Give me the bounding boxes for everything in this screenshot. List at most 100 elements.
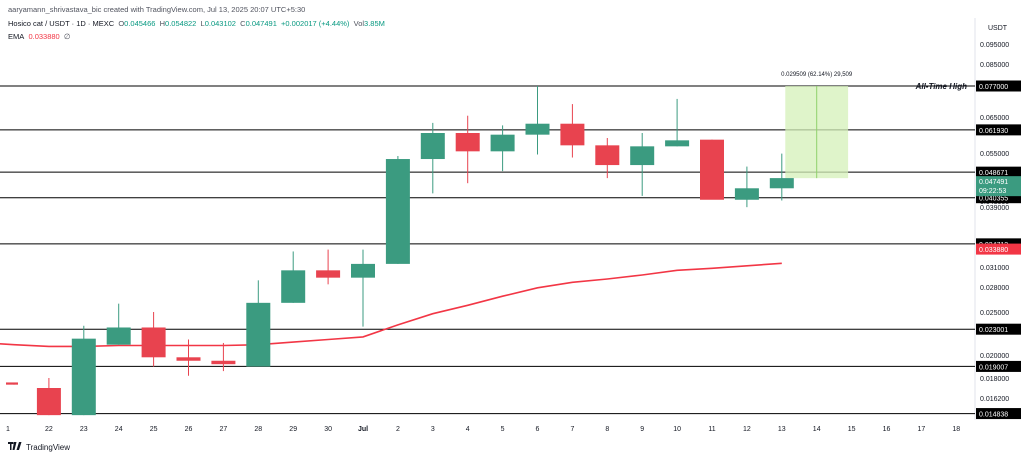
time-tick-label: 6 [536, 426, 540, 433]
time-tick-label: 26 [185, 426, 193, 433]
candle [385, 156, 410, 264]
volume-value: 3.85M [364, 19, 385, 28]
time-tick-label: 17 [918, 426, 926, 433]
candle [211, 342, 236, 372]
candle-body [141, 327, 166, 358]
high-value: 0.054822 [165, 19, 197, 28]
candle-body [525, 123, 550, 135]
level-price-tag-bg [976, 408, 1021, 420]
close-value: 0.047491 [245, 19, 277, 28]
candle-body [211, 360, 236, 365]
level-price-tag: 0.023001 [979, 327, 1008, 334]
time-tick-label: 15 [848, 426, 856, 433]
open-label: O [118, 19, 125, 28]
symbol-title[interactable]: Hosico cat / USDT · 1D · MEXC [8, 19, 115, 28]
current-price-tag: 0.047491 [979, 179, 1008, 186]
tradingview-logo-icon [8, 442, 22, 450]
candle [71, 325, 96, 416]
time-tick-label: 28 [254, 426, 262, 433]
level-price-tag: 0.014838 [979, 412, 1008, 419]
time-tick-label: 22 [45, 426, 53, 433]
time-tick-label: 27 [220, 426, 228, 433]
candle-body [176, 357, 201, 361]
price-tick-label: 0.018000 [980, 376, 1009, 383]
candle [106, 303, 131, 345]
ohlc-line: Hosico cat / USDT · 1D · MEXC O0.045466 … [8, 19, 385, 28]
candle [525, 86, 550, 155]
ema-legend[interactable]: EMA 0.033880 ∅ [8, 32, 70, 41]
candle-body [700, 139, 724, 200]
time-tick-label: 7 [570, 426, 574, 433]
time-tick-label: 13 [778, 426, 786, 433]
time-tick-label: 29 [289, 426, 297, 433]
time-tick-label: 11 [708, 426, 715, 433]
time-tick-label: 8 [605, 426, 609, 433]
tradingview-footer: TradingView [8, 442, 70, 452]
ema-settings-icon[interactable]: ∅ [63, 32, 71, 41]
candle-body [734, 188, 759, 200]
footer-brand: TradingView [26, 442, 71, 452]
open-value: 0.045466 [124, 19, 156, 28]
range-measure-label: 0.029509 (62.14%) 29,509 [781, 72, 853, 78]
candle [665, 98, 690, 147]
candle [281, 251, 306, 303]
candle [420, 122, 445, 194]
created-by-line: aaryamann_shrivastava_bic created with T… [8, 5, 306, 14]
time-tick-label: 10 [673, 426, 681, 433]
level-price-tag: 0.077000 [979, 84, 1008, 91]
level-price-tag-bg [976, 166, 1021, 178]
candle-body [665, 140, 690, 147]
candle-body [630, 146, 655, 166]
candle-body [490, 134, 515, 152]
level-price-tag: 0.061930 [979, 128, 1008, 135]
level-price-tag: 0.040355 [979, 196, 1008, 203]
candle [630, 133, 655, 196]
candle-body [595, 145, 620, 166]
time-tick-label: 5 [501, 426, 505, 433]
level-price-tag-bg [976, 360, 1021, 372]
countdown-label: 09:22:53 [979, 188, 1006, 195]
time-tick-label: 14 [813, 426, 821, 433]
volume-label: Vol [353, 19, 365, 28]
candle-body [246, 302, 271, 367]
ema-price-tag-bg [976, 243, 1021, 255]
low-value: 0.043102 [204, 19, 236, 28]
candle-body [36, 388, 61, 416]
candle [246, 280, 271, 367]
price-tick-label: 0.031000 [980, 265, 1009, 272]
price-tick-label: 0.020000 [980, 353, 1009, 360]
candle-body [385, 159, 410, 264]
level-price-tag-bg [976, 192, 1021, 204]
time-tick-label: 25 [150, 426, 158, 433]
price-tick-label: 0.055000 [980, 151, 1009, 158]
ema-price-tag: 0.033880 [979, 247, 1008, 254]
candle-body [106, 327, 131, 345]
candle [6, 382, 18, 385]
price-tick-label: 0.065000 [980, 115, 1009, 122]
time-tick-label: 16 [883, 426, 891, 433]
time-tick-label: Jul [358, 426, 368, 433]
level-price-tag: 0.048671 [979, 170, 1008, 177]
candle-body [6, 382, 18, 385]
ema-line [0, 262, 782, 348]
time-tick-label: 12 [743, 426, 751, 433]
price-tick-label: 0.085000 [980, 62, 1009, 69]
candle [490, 125, 515, 172]
candle-body [71, 338, 96, 416]
time-tick-label: 1 [6, 426, 10, 433]
candle [700, 139, 724, 200]
time-tick-label: 23 [80, 426, 88, 433]
candle [351, 249, 375, 327]
candle [734, 166, 759, 208]
axis-currency-label: USDT [988, 25, 1008, 32]
price-tick-label: 0.028000 [980, 285, 1009, 292]
high-label: H [159, 19, 166, 28]
price-tick-label: 0.095000 [980, 42, 1009, 49]
time-tick-label: 9 [640, 426, 644, 433]
ema-value: 0.033880 [28, 32, 60, 41]
level-price-tag: 0.019007 [979, 364, 1008, 371]
candle-body [351, 263, 375, 278]
candle [560, 104, 585, 158]
price-tick-label: 0.039000 [980, 205, 1009, 212]
